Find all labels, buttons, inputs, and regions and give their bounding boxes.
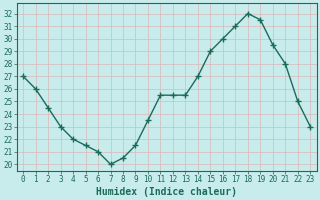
- X-axis label: Humidex (Indice chaleur): Humidex (Indice chaleur): [96, 186, 237, 197]
